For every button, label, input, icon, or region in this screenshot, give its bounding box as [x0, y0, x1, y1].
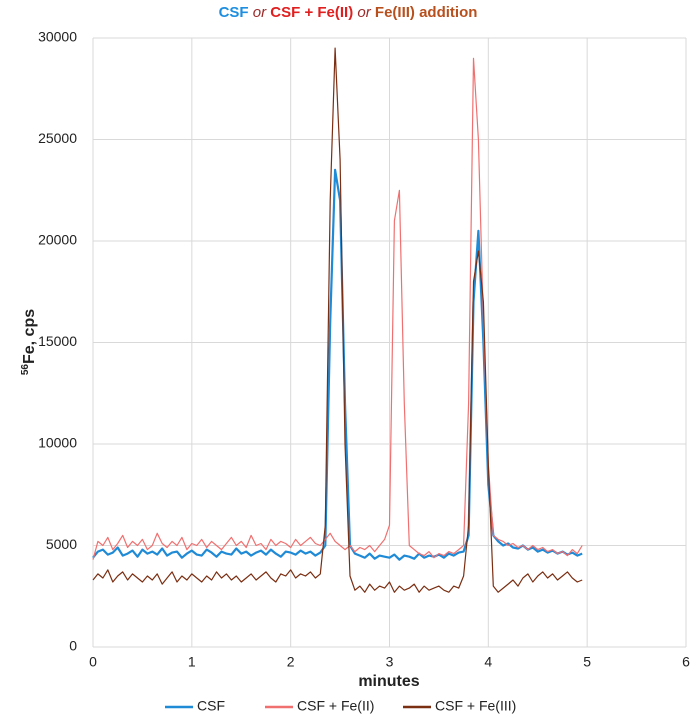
x-tick-label: 4: [484, 654, 492, 670]
x-tick-label: 5: [583, 654, 591, 670]
y-label-text: Fe, cps: [21, 309, 38, 364]
title-part: CSF: [219, 4, 249, 21]
title-part: CSF + Fe(II): [270, 4, 353, 21]
y-tick-label: 15000: [38, 333, 77, 349]
legend-label: CSF + Fe(III): [435, 698, 516, 714]
title-part: Fe(III) addition: [375, 4, 478, 21]
y-tick-label: 0: [69, 638, 77, 654]
x-tick-label: 2: [287, 654, 295, 670]
y-tick-label: 25000: [38, 130, 77, 146]
y-label-sup: 56: [20, 364, 31, 376]
title-part: or: [357, 4, 371, 21]
x-tick-label: 3: [386, 654, 394, 670]
y-tick-label: 5000: [46, 536, 77, 552]
y-tick-label: 20000: [38, 232, 77, 248]
x-tick-label: 1: [188, 654, 196, 670]
x-tick-label: 6: [682, 654, 690, 670]
y-tick-label: 10000: [38, 435, 77, 451]
series-line: [92, 47, 583, 593]
title-part: or: [253, 4, 267, 21]
chart-title: CSF or CSF + Fe(II) or Fe(III) addition: [219, 4, 478, 21]
legend-label: CSF: [197, 698, 225, 714]
series-line: [92, 168, 583, 561]
y-axis-label: 56Fe, cps: [20, 309, 39, 375]
y-tick-label: 30000: [38, 29, 77, 45]
legend-label: CSF + Fe(II): [297, 698, 374, 714]
x-tick-label: 0: [89, 654, 97, 670]
series-line: [92, 57, 583, 560]
x-axis-label: minutes: [358, 673, 419, 690]
